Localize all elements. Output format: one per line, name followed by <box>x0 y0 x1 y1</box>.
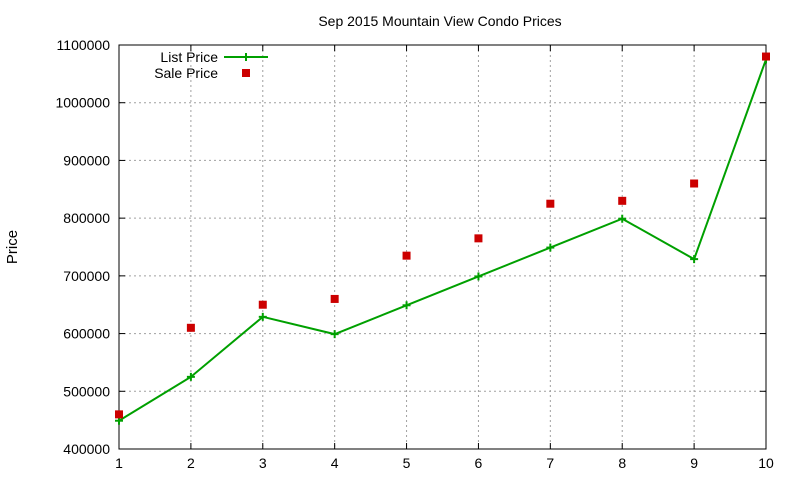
series-layer <box>115 52 770 425</box>
series-sale-price <box>115 52 770 419</box>
y-tick-label: 1000000 <box>55 95 110 111</box>
legend-label: Sale Price <box>154 65 218 81</box>
sale-price-point <box>762 52 770 61</box>
list-price-line <box>118 59 767 422</box>
sale-price-point <box>115 410 123 419</box>
sale-price-point <box>474 234 483 243</box>
x-tick-label: 4 <box>331 455 339 471</box>
sale-price-point <box>258 300 267 309</box>
list-price-point <box>618 214 627 223</box>
list-price-point <box>258 312 267 321</box>
x-tick-label: 1 <box>115 455 123 471</box>
y-tick-label: 600000 <box>63 326 110 342</box>
axis-ticks <box>118 44 767 450</box>
x-tick-label: 5 <box>403 455 411 471</box>
x-tick-label: 8 <box>618 455 626 471</box>
y-tick-label: 1100000 <box>57 37 111 53</box>
x-tick-label: 9 <box>690 455 698 471</box>
y-tick-label: 700000 <box>63 268 110 284</box>
plot-frame <box>118 44 767 450</box>
legend-label: List Price <box>160 49 218 65</box>
sale-price-point <box>546 199 555 208</box>
legend-plus-marker <box>242 53 250 61</box>
y-tick-label: 400000 <box>63 441 110 457</box>
series-list-price <box>115 55 770 425</box>
chart-title: Sep 2015 Mountain View Condo Prices <box>318 13 561 29</box>
sale-price-point <box>690 179 699 188</box>
y-axis-label: Price <box>4 230 21 264</box>
y-tick-label: 500000 <box>63 383 110 399</box>
x-tick-label: 7 <box>546 455 554 471</box>
sale-price-point <box>618 196 627 205</box>
x-tick-label: 3 <box>259 455 267 471</box>
sale-price-point <box>330 294 339 303</box>
list-price-point <box>402 301 411 310</box>
list-price-point <box>690 255 699 264</box>
sale-price-point <box>186 323 195 332</box>
sale-price-point <box>402 251 411 260</box>
x-tick-label: 2 <box>187 455 195 471</box>
y-tick-label: 800000 <box>63 210 110 226</box>
y-tick-label: 900000 <box>63 152 110 168</box>
x-tick-label: 10 <box>758 455 774 471</box>
list-price-point <box>330 330 339 339</box>
list-price-point <box>186 372 195 381</box>
x-axis-tick-labels: 1 2 3 4 5 6 7 8 9 10 <box>115 455 774 471</box>
list-price-point <box>474 272 483 281</box>
list-price-point <box>546 243 555 252</box>
legend-square-swatch <box>242 69 250 77</box>
x-tick-label: 6 <box>475 455 483 471</box>
grid-lines <box>119 45 766 449</box>
y-axis-tick-labels: 400000 500000 600000 700000 800000 900000 1000… <box>55 37 110 457</box>
